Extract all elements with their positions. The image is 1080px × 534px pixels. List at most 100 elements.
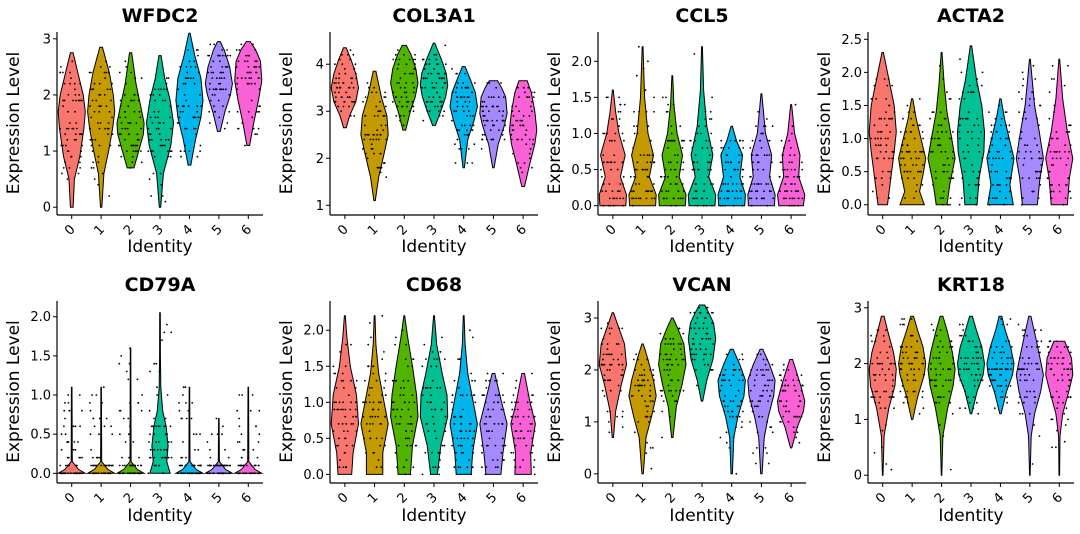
data-point	[935, 401, 937, 404]
data-point	[667, 343, 670, 345]
data-point	[124, 127, 127, 130]
data-point	[693, 53, 696, 55]
data-point	[720, 139, 723, 142]
data-point	[788, 204, 791, 207]
data-point	[738, 161, 740, 164]
data-point	[436, 105, 439, 108]
data-point	[991, 368, 993, 371]
data-point	[496, 379, 498, 382]
data-point	[890, 468, 893, 471]
data-point	[401, 105, 404, 108]
data-point	[766, 452, 768, 454]
data-point	[1040, 340, 1043, 343]
data-point	[401, 408, 403, 411]
data-point	[938, 357, 940, 359]
data-point	[496, 105, 498, 108]
data-point	[934, 170, 937, 173]
data-point	[209, 448, 211, 451]
data-point	[515, 379, 518, 382]
data-point	[220, 77, 223, 79]
data-point	[426, 110, 429, 113]
data-point	[156, 386, 158, 389]
data-point	[528, 408, 531, 411]
data-point	[1052, 164, 1054, 166]
data-point	[1034, 329, 1037, 331]
data-point	[1048, 117, 1051, 120]
data-point	[996, 368, 999, 371]
data-point	[958, 373, 961, 376]
data-point	[176, 472, 179, 475]
data-point	[1027, 362, 1030, 365]
data-point	[670, 125, 673, 128]
data-point	[670, 353, 673, 356]
data-point	[636, 161, 639, 164]
data-point	[408, 437, 410, 440]
data-point	[1034, 401, 1036, 404]
data-point	[189, 77, 192, 79]
data-point	[99, 122, 102, 124]
y-axis-label: Expression Level	[4, 52, 24, 195]
data-point	[888, 117, 891, 120]
data-point	[379, 133, 382, 136]
data-point	[675, 204, 678, 207]
data-point	[399, 77, 402, 80]
data-point	[669, 168, 672, 171]
data-point	[1021, 177, 1024, 180]
data-point	[349, 115, 352, 117]
data-point	[164, 144, 166, 147]
data-point	[769, 395, 771, 397]
data-point	[192, 433, 195, 436]
data-point	[336, 444, 338, 447]
data-point	[1057, 357, 1060, 359]
data-point	[759, 353, 762, 356]
data-point	[250, 77, 253, 79]
data-point	[1004, 197, 1007, 200]
data-point	[756, 447, 758, 449]
data-point	[342, 401, 344, 404]
data-point	[879, 144, 882, 147]
points-cluster-6	[778, 363, 804, 444]
data-point	[1018, 396, 1021, 398]
data-point	[456, 105, 459, 108]
data-point	[465, 129, 468, 132]
data-point	[618, 327, 621, 330]
points-cluster-4	[176, 386, 202, 475]
data-point	[155, 441, 158, 443]
data-point	[500, 82, 502, 84]
data-point	[66, 138, 69, 141]
data-point	[913, 137, 916, 140]
data-point	[614, 132, 617, 135]
data-point	[749, 421, 751, 423]
data-point	[914, 379, 917, 382]
data-point	[118, 362, 121, 365]
data-point	[107, 71, 110, 74]
data-point	[1006, 357, 1008, 359]
data-point	[723, 410, 726, 413]
data-point	[517, 437, 520, 440]
data-point	[405, 459, 408, 461]
data-point	[607, 421, 610, 423]
data-point	[125, 370, 128, 373]
data-point	[765, 183, 767, 185]
data-point	[1029, 390, 1031, 393]
data-point	[163, 425, 166, 428]
data-point	[352, 86, 355, 89]
data-point	[707, 337, 710, 340]
data-point	[1051, 64, 1054, 67]
data-point	[637, 197, 640, 200]
data-point	[186, 472, 189, 475]
data-point	[1046, 177, 1049, 180]
data-point	[611, 190, 614, 193]
data-point	[350, 401, 352, 404]
data-point	[119, 433, 121, 436]
data-point	[71, 456, 73, 459]
data-point	[884, 137, 887, 140]
data-point	[606, 369, 609, 371]
data-point	[500, 451, 503, 454]
data-point	[952, 131, 954, 133]
data-point	[695, 353, 698, 356]
data-point	[443, 401, 446, 404]
data-point	[129, 347, 131, 349]
data-point	[400, 96, 403, 98]
data-point	[633, 175, 636, 178]
